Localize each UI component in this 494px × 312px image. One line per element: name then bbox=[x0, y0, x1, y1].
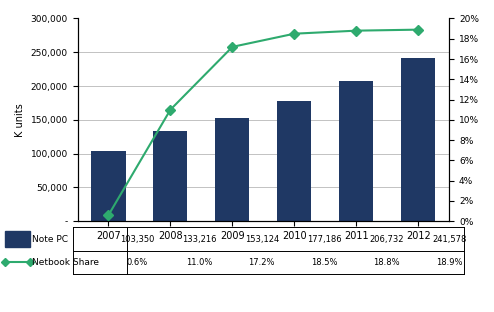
Bar bbox=[215, 118, 249, 221]
Bar bbox=[339, 81, 373, 221]
Text: 153,124: 153,124 bbox=[245, 235, 279, 244]
Text: 11.0%: 11.0% bbox=[186, 258, 212, 267]
Bar bbox=[91, 151, 125, 221]
Text: Note PC: Note PC bbox=[32, 235, 68, 244]
Text: 18.9%: 18.9% bbox=[436, 258, 462, 267]
Text: 177,186: 177,186 bbox=[307, 235, 341, 244]
Text: 103,350: 103,350 bbox=[120, 235, 154, 244]
Text: Netbook Share: Netbook Share bbox=[32, 258, 99, 267]
Text: 133,216: 133,216 bbox=[182, 235, 216, 244]
Bar bbox=[154, 131, 187, 221]
Text: 0.6%: 0.6% bbox=[126, 258, 147, 267]
Text: 17.2%: 17.2% bbox=[248, 258, 275, 267]
Bar bbox=[401, 58, 435, 221]
Y-axis label: K units: K units bbox=[15, 103, 25, 137]
Text: 241,578: 241,578 bbox=[432, 235, 466, 244]
Text: 18.8%: 18.8% bbox=[373, 258, 400, 267]
Text: 18.5%: 18.5% bbox=[311, 258, 337, 267]
Text: 206,732: 206,732 bbox=[370, 235, 404, 244]
Bar bbox=[277, 101, 311, 221]
